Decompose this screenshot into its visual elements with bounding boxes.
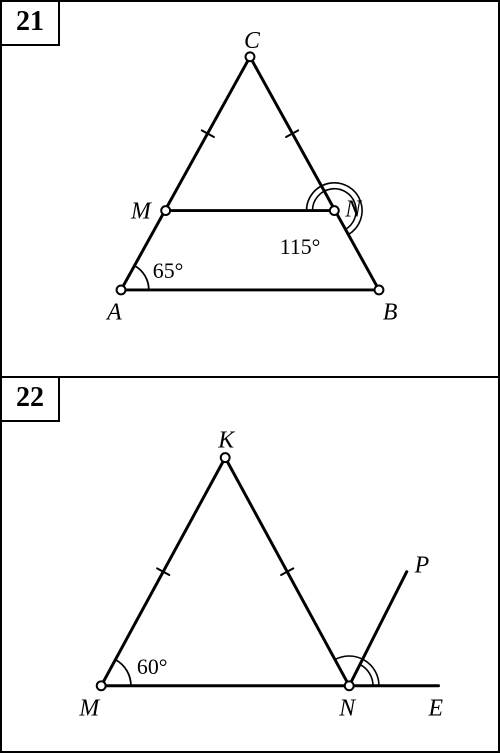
svg-text:K: K bbox=[217, 427, 235, 453]
diagram-22: M N K E P 60° bbox=[2, 378, 498, 752]
svg-text:N: N bbox=[338, 695, 356, 721]
svg-text:B: B bbox=[383, 300, 398, 326]
svg-text:60°: 60° bbox=[137, 654, 168, 678]
problem-21-cell: 21 A B C M N 65° 115° bbox=[2, 2, 498, 378]
svg-text:A: A bbox=[105, 300, 122, 326]
svg-text:M: M bbox=[78, 695, 100, 721]
svg-text:65°: 65° bbox=[153, 259, 184, 283]
problem-number-22: 22 bbox=[2, 378, 60, 422]
problem-number-21: 21 bbox=[2, 2, 60, 46]
svg-text:115°: 115° bbox=[280, 235, 321, 259]
svg-text:M: M bbox=[130, 199, 152, 225]
svg-text:P: P bbox=[414, 552, 430, 578]
page: 21 A B C M N 65° 115° 22 M N K E P 60° bbox=[0, 0, 500, 753]
svg-text:E: E bbox=[428, 695, 444, 721]
svg-text:N: N bbox=[344, 197, 362, 223]
problem-22-cell: 22 M N K E P 60° bbox=[2, 378, 498, 753]
svg-text:C: C bbox=[244, 28, 261, 54]
diagram-21: A B C M N 65° 115° bbox=[2, 2, 498, 376]
